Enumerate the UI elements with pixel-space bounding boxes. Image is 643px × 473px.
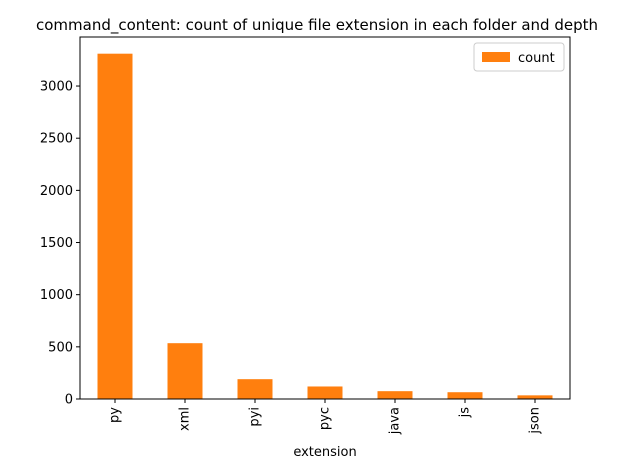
bar-json — [517, 395, 553, 399]
x-tick-label-xml: xml — [178, 407, 193, 431]
bar-pyc — [307, 386, 343, 399]
x-axis: py xml pyi pyc java js json — [108, 399, 543, 435]
y-axis: 0 500 1000 1500 2000 2500 3000 — [40, 80, 80, 408]
plot-frame — [79, 36, 571, 400]
y-tick-label: 1500 — [40, 236, 73, 251]
legend-swatch — [482, 52, 510, 62]
x-tick-label-java: java — [388, 407, 403, 435]
x-tick-label-js: js — [458, 407, 473, 419]
bar-xml — [167, 343, 203, 399]
y-tick-label: 1000 — [40, 288, 73, 303]
y-tick-label: 2500 — [40, 132, 73, 147]
x-tick-label-py: py — [108, 407, 123, 423]
x-axis-label: extension — [293, 445, 356, 460]
bar-pyi — [237, 379, 273, 399]
x-tick-label-json: json — [528, 407, 543, 435]
x-tick-label-pyi: pyi — [248, 407, 263, 427]
bars-group — [97, 53, 553, 399]
y-tick-label: 500 — [48, 340, 73, 355]
bar-js — [447, 392, 483, 399]
x-tick-label-pyc: pyc — [318, 407, 333, 430]
bar-java — [377, 391, 413, 399]
y-tick-label: 0 — [65, 393, 73, 408]
y-tick-label: 2000 — [40, 184, 73, 199]
legend: count — [473, 42, 565, 72]
y-tick-label: 3000 — [40, 80, 73, 95]
bar-py — [97, 53, 133, 399]
legend-box — [473, 42, 565, 72]
chart-title: command_content: count of unique file ex… — [36, 16, 598, 35]
legend-label: count — [518, 51, 555, 66]
